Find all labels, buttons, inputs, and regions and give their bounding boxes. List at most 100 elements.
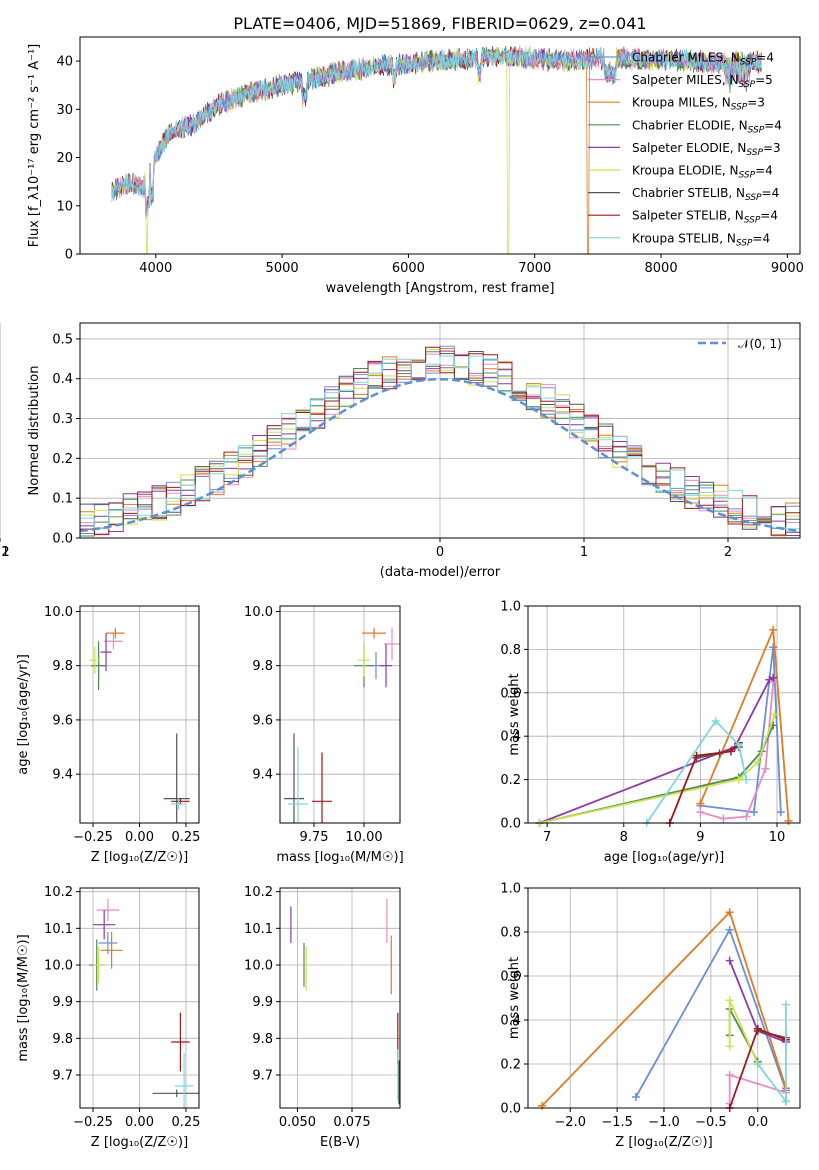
y-tick-label: 0.6 [500, 686, 521, 701]
series-kroupa-miles [696, 625, 793, 825]
legend-nssp-value: 4 [772, 186, 780, 200]
legend-subscript: SSP [748, 125, 765, 135]
series-salpeter-elodie [535, 673, 778, 827]
histogram-kroupa-stelib [80, 355, 800, 536]
legend-model: Chabrier MILES [632, 51, 723, 65]
legend-model: Chabrier STELIB [632, 186, 728, 200]
error-bars [290, 899, 400, 1105]
point-kroupa-elodie [358, 643, 370, 677]
spectrum-panel: 4000 5000 6000 7000 8000 9000 0 10 20 30 40 wavelen… [27, 36, 804, 296]
residual-histogram-panel: −2−1 0 1 2 0.0 0.1 0.2 0.3 0.4 0.5 (data-model)/er… [0, 322, 801, 580]
series-line [668, 742, 740, 824]
x-tick-label: 0.00 [125, 830, 154, 845]
y-tick-label: 9.8 [52, 659, 73, 674]
legend-entry-chabrier-miles: Chabrier MILES, NSSP=4 [632, 51, 774, 68]
error-bars [284, 627, 400, 823]
series-marker [753, 758, 762, 767]
series-marker [696, 799, 705, 808]
y-tick-label: 9.7 [252, 1069, 273, 1084]
legend-nssp-prefix: , N [714, 96, 731, 110]
ticks: 7 8 9 10 0.0 0.2 0.4 0.6 0.8 1.0 [500, 600, 785, 846]
series-marker [753, 1060, 762, 1068]
legend-nssp-value: 4 [774, 118, 782, 132]
ticks: 0.050 0.075 9.7 9.8 9.9 10.0 10.1 10.2 [244, 885, 371, 1130]
legend-nssp-prefix: , N [719, 231, 736, 245]
x-tick-label: 9.75 [300, 830, 329, 845]
y-tick-label: 10.1 [44, 922, 73, 937]
x-tick-label: 0.050 [279, 1115, 316, 1130]
ticks: 4000 5000 6000 7000 8000 9000 0 10 20 30 40 [56, 55, 803, 276]
legend-nssp-value: 3 [757, 96, 765, 110]
x-axis-label: mass [log₁₀(M/M☉)] [276, 850, 403, 865]
x-tick-label: 1 [580, 545, 588, 560]
gridlines [280, 888, 400, 1108]
series-marker [776, 808, 785, 817]
y-tick-label: 10.0 [44, 959, 73, 974]
legend-entry-kroupa-elodie: Kroupa ELODIE, NSSP=4 [632, 164, 773, 181]
legend-model: Kroupa MILES [632, 96, 714, 110]
legend-nssp: = [762, 186, 772, 200]
x-tick-label: 7 [543, 830, 551, 845]
legend-subscript: SSP [740, 58, 757, 68]
y-axis-label: mass weight [507, 673, 522, 755]
point-chabrier-stelib [152, 1089, 199, 1097]
series-line [700, 647, 782, 814]
y-tick-label: 10.0 [244, 959, 273, 974]
y-tick-label: 9.6 [252, 713, 273, 728]
legend-model: Salpeter ELODIE [632, 141, 730, 155]
mass-weight-vs-metallicity-panel: −2.0 −1.5 −1.0 −0.5 0.0 0.0 0.2 0.4 0.6 0.8 1.0 Z [… [500, 882, 801, 1150]
point-kroupa-elodie [93, 946, 105, 984]
y-axis-label: Flux [f_λ10⁻¹⁷ erg cm⁻² s⁻¹ A⁻¹] [27, 44, 42, 248]
series-marker [719, 814, 728, 823]
y-tick-label: 9.6 [52, 713, 73, 728]
y-tick-label: 0.2 [52, 452, 73, 467]
series-marker [725, 925, 734, 934]
y-tick-label: 0.8 [500, 926, 521, 941]
x-tick-label: −2.0 [554, 1115, 586, 1130]
x-tick-label: 9 [696, 830, 704, 845]
legend-subscript: SSP [745, 193, 762, 203]
y-tick-label: 0.4 [52, 372, 73, 387]
series-marker [725, 908, 734, 917]
series-line [539, 725, 775, 824]
y-tick-label: 20 [56, 151, 73, 166]
y-tick-label: 0.0 [52, 532, 73, 547]
series-marker [711, 717, 720, 726]
spectrum-kroupa-stelib [111, 46, 762, 216]
legend-entry-salpeter-elodie: Salpeter ELODIE, NSSP=3 [632, 141, 781, 158]
ticks: −0.25 0.00 0.25 9.4 9.6 9.8 10.0 [44, 605, 200, 845]
legend-entry-chabrier-elodie: Chabrier ELODIE, NSSP=4 [632, 118, 782, 135]
legend-entry-salpeter-miles: Salpeter MILES, NSSP=5 [632, 73, 773, 90]
point-kroupa-stelib [174, 1053, 194, 1108]
x-tick-label: −1.5 [601, 1115, 633, 1130]
series-marker [769, 673, 778, 682]
mass-vs-ebv-panel: 0.050 0.075 9.7 9.8 9.9 10.0 10.1 10.2 E(B-V) [244, 885, 401, 1150]
series-line [539, 676, 774, 824]
point-chabrier-stelib [163, 733, 190, 823]
series-marker [769, 643, 778, 652]
legend-subscript: SSP [739, 80, 756, 90]
point-salpeter-miles [384, 627, 400, 661]
series-lines [538, 908, 790, 1112]
y-tick-label: 9.4 [52, 768, 73, 783]
legend-nssp-prefix: , N [730, 141, 747, 155]
spectrum-lines [111, 45, 762, 254]
x-tick-label: −0.25 [73, 830, 113, 845]
legend-subscript: SSP [731, 103, 748, 113]
series-lines [535, 625, 793, 827]
x-axis-label: age [log₁₀(age/yr)] [604, 850, 725, 865]
legend-nssp-value: 5 [765, 73, 773, 87]
x-tick-label: 10 [769, 830, 786, 845]
x-axis-label: Z [log₁₀(Z/Z☉)] [91, 1135, 188, 1150]
legend-entry-kroupa-stelib: Kroupa STELIB, NSSP=4 [632, 231, 770, 248]
age-vs-metallicity-panel: −0.25 0.00 0.25 9.4 9.6 9.8 10.0 Z [log₁₀(Z/Z☉)… [16, 605, 200, 865]
y-tick-label: 0 [65, 248, 73, 263]
x-tick-label: 4000 [139, 261, 172, 276]
point-salpeter-miles [96, 899, 120, 921]
point-chabrier-stelib [284, 733, 304, 823]
y-tick-label: 9.8 [52, 1032, 73, 1047]
y-tick-label: 10.2 [244, 885, 273, 900]
gridlines [528, 887, 800, 1109]
legend-normal-label: 𝒩(0, 1) [738, 337, 782, 351]
